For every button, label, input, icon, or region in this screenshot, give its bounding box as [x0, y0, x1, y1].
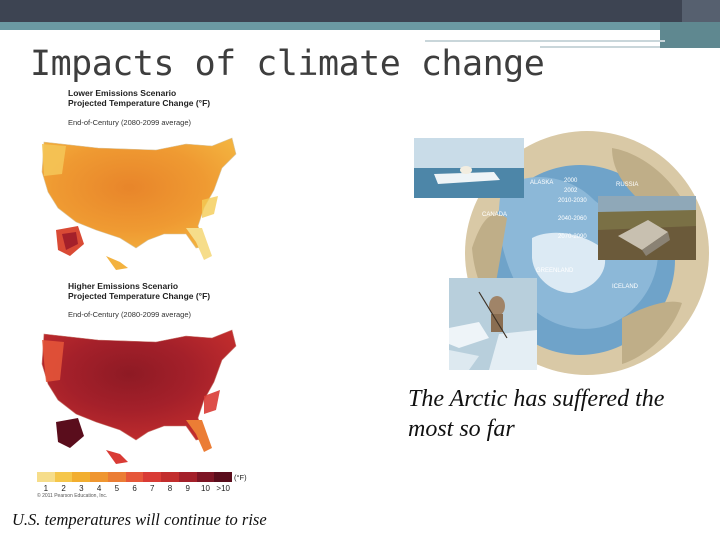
header-bar-accent: [682, 0, 720, 22]
legend-swatch-8: [161, 472, 179, 482]
lower-map-title-line1: Lower Emissions Scenario: [68, 88, 177, 98]
higher-map-title: Higher Emissions Scenario Projected Temp…: [68, 281, 210, 301]
lower-emissions-us-map: [41, 137, 237, 270]
header-teal-band: [0, 22, 720, 30]
region-label-iceland: ICELAND: [612, 284, 639, 290]
ice-year-2010-2030: 2010-2030: [558, 198, 587, 204]
legend-value: 5: [114, 484, 120, 493]
ice-year-2000: 2000: [564, 178, 578, 184]
lower-map-title: Lower Emissions Scenario Projected Tempe…: [68, 88, 210, 108]
header-rule: [425, 40, 665, 42]
legend-swatch-11: [214, 472, 233, 482]
region-label-greenland: GREENLAND: [536, 268, 574, 274]
legend-value: 3: [79, 484, 84, 493]
ice-year-2040-2060: 2040-2060: [558, 216, 587, 222]
higher-map-title-line1: Higher Emissions Scenario: [68, 281, 179, 291]
melting-permafrost-photo: [598, 196, 696, 260]
legend-swatch-3: [72, 472, 91, 482]
us-temperature-caption: U.S. temperatures will continue to rise: [12, 510, 267, 529]
legend-values: 1 2 3 4 5 6 7 8 9 10 >10: [37, 484, 232, 493]
legend-value: 8: [167, 484, 173, 493]
higher-map-title-line2: Projected Temperature Change (°F): [68, 291, 211, 301]
legend-swatch-4: [90, 472, 108, 482]
higher-map-subtitle: End-of-Century (2080-2099 average): [68, 310, 191, 319]
legend-swatch-1: [37, 472, 55, 482]
header-bar: [0, 0, 720, 22]
legend-swatch-10: [196, 472, 215, 482]
ice-year-2070-2090: 2070-2090: [558, 234, 587, 240]
lower-map-title-line2: Projected Temperature Change (°F): [68, 98, 211, 108]
legend-swatch-5: [107, 472, 126, 482]
slide-title: Impacts of climate change: [30, 44, 545, 84]
copyright-notice: © 2011 Pearson Education, Inc.: [37, 493, 108, 499]
legend-value: 6: [132, 484, 137, 493]
legend-swatch-6: [125, 472, 144, 482]
arctic-caption: The Arctic has suffered the most so far: [408, 386, 665, 442]
legend-value: 10: [201, 484, 210, 493]
legend-value: 2: [61, 484, 66, 493]
ice-year-2002: 2002: [564, 188, 578, 194]
inuit-hunter-ice-photo: [449, 278, 537, 370]
legend-value: 4: [96, 484, 102, 493]
legend-value: 1: [43, 484, 49, 493]
legend-value: 9: [185, 484, 190, 493]
polar-bear-ice-photo: [414, 138, 524, 198]
header-teal-block: [660, 22, 720, 48]
legend-value: >10: [216, 484, 230, 493]
region-label-alaska: ALASKA: [530, 180, 554, 186]
legend-swatch-7: [143, 472, 162, 482]
legend-unit: (°F): [234, 473, 247, 482]
lower-map-subtitle: End-of-Century (2080-2099 average): [68, 118, 191, 127]
region-label-canada: CANADA: [482, 212, 508, 218]
higher-emissions-us-map: [41, 329, 237, 464]
temperature-legend: [37, 472, 233, 482]
header-rule-short: [540, 46, 660, 48]
region-label-russia: RUSSIA: [616, 182, 639, 188]
legend-swatch-9: [178, 472, 197, 482]
legend-value: 7: [150, 484, 155, 493]
legend-swatch-2: [54, 472, 73, 482]
